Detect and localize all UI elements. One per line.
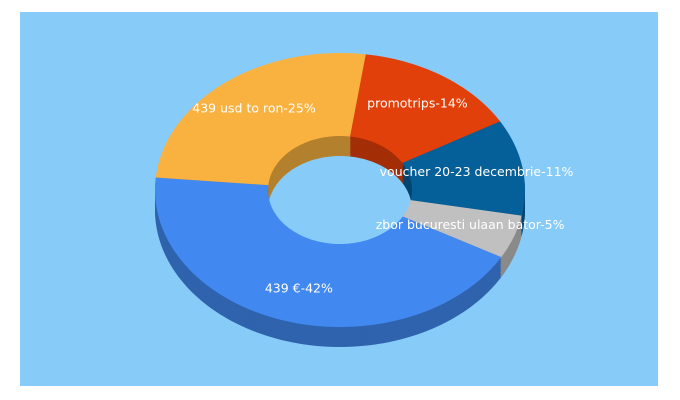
slice [155,53,366,186]
data-label: 439 €-42% [265,280,333,295]
data-label: voucher 20-23 decembrie-11% [380,164,574,179]
slice [402,200,522,258]
data-label: promotrips-14% [367,96,468,111]
data-label: zbor bucuresti ulaan bator-5% [376,217,565,232]
data-label: 439 usd to ron-25% [192,100,316,115]
slice [350,54,501,163]
slice [155,177,502,327]
slice [402,121,525,216]
